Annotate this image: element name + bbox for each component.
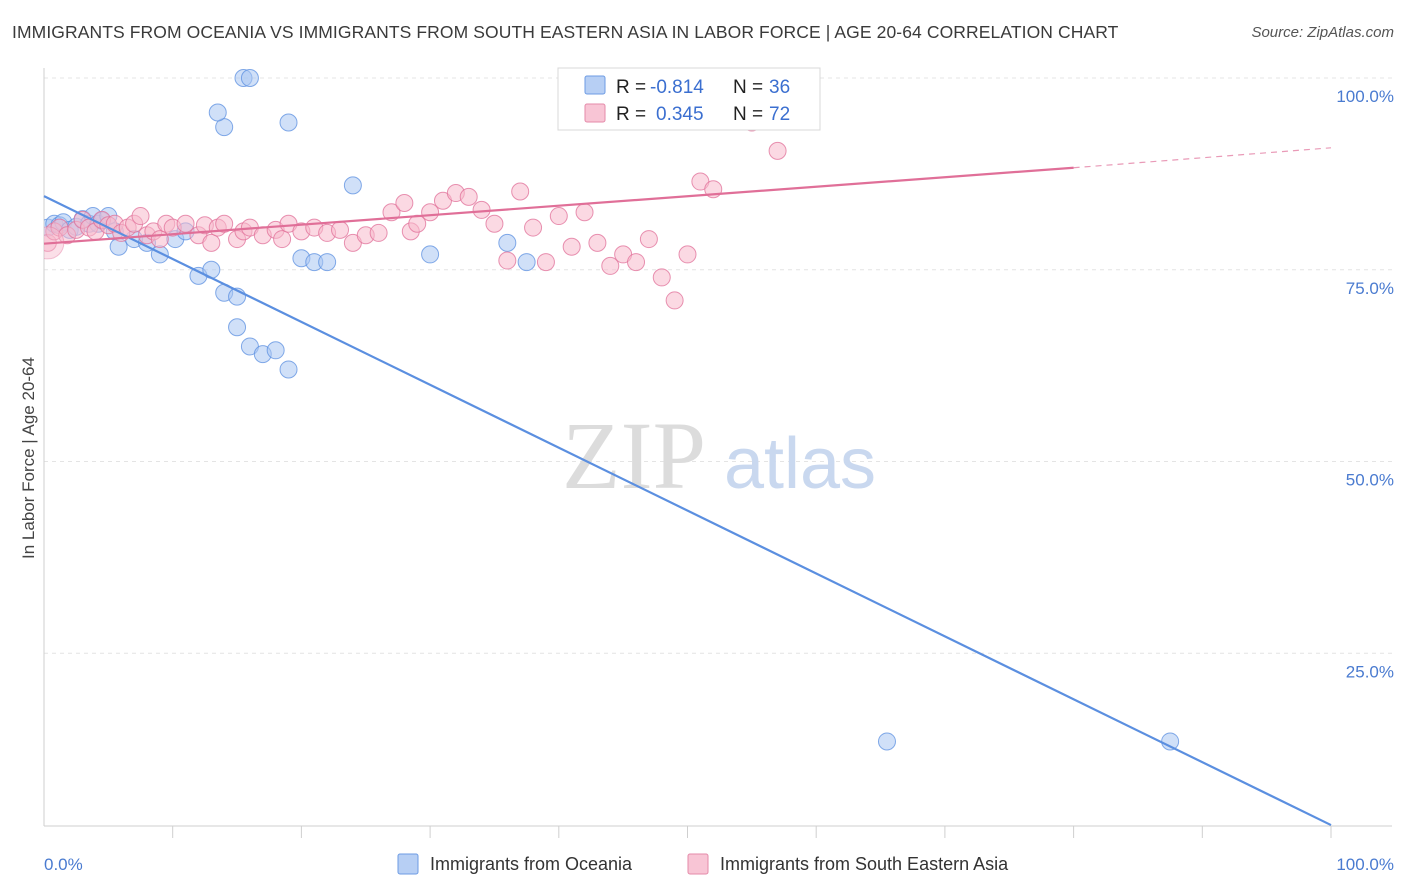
chart-title: IMMIGRANTS FROM OCEANIA VS IMMIGRANTS FR… xyxy=(12,22,1119,42)
y-axis-label: In Labor Force | Age 20-64 xyxy=(19,357,38,559)
point-southeast-asia xyxy=(131,207,150,226)
legend-n-label-2: N = xyxy=(733,104,763,125)
y-tick-label: 25.0% xyxy=(1346,662,1394,681)
x-tick-label-right: 100.0% xyxy=(1336,855,1394,874)
point-southeast-asia xyxy=(652,268,671,287)
bottom-legend-swatch-oceania xyxy=(397,853,419,875)
point-southeast-asia xyxy=(511,182,530,201)
point-oceania xyxy=(208,103,227,122)
point-southeast-asia xyxy=(627,253,646,272)
x-axis-ticks xyxy=(172,826,1332,838)
point-southeast-asia xyxy=(588,233,607,252)
legend-r-value-2: 0.345 xyxy=(656,104,704,125)
trend-lines xyxy=(43,147,1332,827)
legend-swatch-oceania xyxy=(584,75,606,95)
y-tick-labels: 100.0% 75.0% 50.0% 25.0% xyxy=(1336,87,1394,681)
legend-r-label-2: R = xyxy=(616,104,646,125)
point-oceania xyxy=(498,233,517,252)
point-southeast-asia xyxy=(395,194,414,213)
legend-swatch-sea xyxy=(584,103,606,123)
point-southeast-asia xyxy=(459,187,478,206)
legend-n-value-2: 72 xyxy=(769,104,790,125)
point-oceania xyxy=(279,360,298,379)
trend-line-oceania xyxy=(43,195,1332,827)
point-southeast-asia xyxy=(601,256,620,275)
point-southeast-asia xyxy=(215,214,234,233)
point-oceania xyxy=(517,253,536,272)
trend-line-southeast-asia-extension xyxy=(1073,147,1332,169)
point-oceania xyxy=(421,245,440,264)
point-oceania xyxy=(266,341,285,360)
point-oceania xyxy=(240,69,259,87)
point-southeast-asia xyxy=(562,237,581,256)
y-tick-label: 50.0% xyxy=(1346,471,1394,490)
point-southeast-asia xyxy=(536,253,555,272)
point-southeast-asia xyxy=(549,207,568,226)
point-southeast-asia xyxy=(331,220,350,239)
point-oceania xyxy=(343,176,362,195)
correlation-legend: R = -0.814 N = 36 R = 0.345 N = 72 xyxy=(557,67,821,131)
point-southeast-asia xyxy=(768,141,787,160)
x-tick-label-left: 0.0% xyxy=(44,855,83,874)
point-southeast-asia xyxy=(665,291,684,310)
point-southeast-asia xyxy=(273,230,292,249)
legend-n-label-1: N = xyxy=(733,77,763,98)
point-southeast-asia xyxy=(382,203,401,222)
point-southeast-asia xyxy=(575,203,594,222)
chart-source: Source: ZipAtlas.com xyxy=(1251,24,1394,41)
point-oceania xyxy=(318,253,337,272)
grid-lines xyxy=(44,77,1392,654)
bottom-legend-label-oceania: Immigrants from Oceania xyxy=(430,854,633,874)
legend-n-value-1: 36 xyxy=(769,77,790,98)
point-oceania xyxy=(228,318,247,337)
point-southeast-asia xyxy=(639,230,658,249)
y-tick-label: 100.0% xyxy=(1336,87,1394,106)
y-tick-label: 75.0% xyxy=(1346,279,1394,298)
point-oceania xyxy=(877,732,896,751)
watermark-atlas: atlas xyxy=(724,424,876,504)
point-southeast-asia xyxy=(485,214,504,233)
point-southeast-asia xyxy=(202,233,221,252)
bottom-legend-swatch-sea xyxy=(687,853,709,875)
point-southeast-asia xyxy=(524,218,543,237)
point-southeast-asia xyxy=(498,251,517,270)
point-southeast-asia xyxy=(369,223,388,242)
bottom-legend-label-sea: Immigrants from South Eastern Asia xyxy=(720,854,1009,874)
point-oceania xyxy=(279,113,298,132)
watermark-zip: ZIP xyxy=(562,402,706,509)
series-legend: Immigrants from Oceania Immigrants from … xyxy=(397,853,1009,875)
legend-r-label-1: R = xyxy=(616,77,646,98)
trend-line-southeast-asia xyxy=(43,166,1074,245)
point-southeast-asia xyxy=(678,245,697,264)
legend-r-value-1: -0.814 xyxy=(650,77,704,98)
